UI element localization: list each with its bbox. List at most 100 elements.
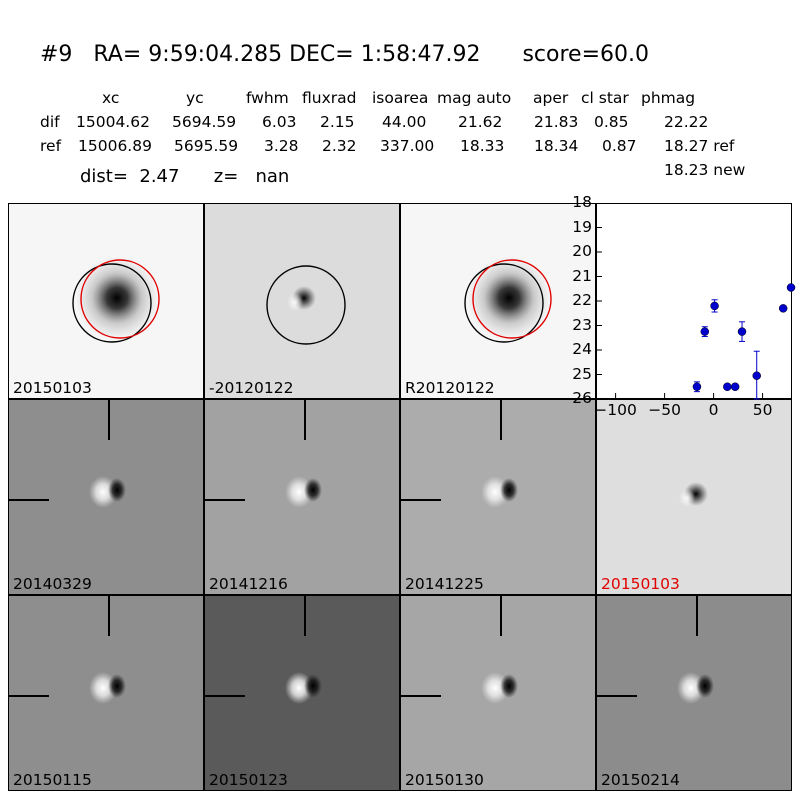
crosshair-horizontal: [9, 499, 49, 501]
star-source: [467, 256, 551, 340]
crosshair-horizontal: [401, 695, 441, 697]
stamp-panel: 20150115: [8, 595, 204, 791]
stamp-date-label: 20141225: [405, 575, 484, 593]
table-cell: 15004.62: [76, 113, 150, 131]
y-tick-label: 26: [572, 389, 592, 407]
stamp-panel: 20141225: [400, 399, 596, 595]
table-cell: 2.32: [322, 137, 357, 155]
stamp-date-label: 20150115: [13, 771, 92, 789]
light-curve-plot: [596, 203, 796, 400]
data-point: [778, 304, 788, 313]
crosshair-horizontal: [401, 499, 441, 501]
stamp-date-label: 20150123: [209, 771, 288, 789]
table-cell: 22.22: [664, 113, 709, 131]
column-header: fluxrad: [302, 89, 357, 107]
data-point: [723, 382, 732, 391]
crosshair-horizontal: [205, 695, 245, 697]
data-point: [737, 327, 747, 336]
stamp-panel: 20150123: [204, 595, 400, 791]
table-cell: 6.03: [262, 113, 297, 131]
dipole-negative: [304, 674, 322, 698]
y-tick-label: 18: [572, 193, 592, 211]
column-header: isoarea: [372, 89, 429, 107]
x-tick-label: −100: [594, 401, 637, 419]
table-cell: 3.28: [264, 137, 299, 155]
table-cell: 0.87: [602, 137, 637, 155]
data-point: [710, 301, 719, 311]
stamp-image: [481, 672, 518, 704]
table-cell: 18.34: [534, 137, 579, 155]
stamp-date-label: R20120122: [405, 379, 495, 397]
dipole-negative: [108, 674, 126, 698]
red-aperture-circle: [472, 259, 552, 339]
y-tick-label: 25: [572, 364, 592, 383]
candidate-title: #9 RA= 9:59:04.285 DEC= 1:58:47.92 score…: [40, 42, 649, 67]
data-point: [752, 371, 761, 380]
stamp-date-label: -20120122: [209, 379, 294, 397]
column-header: aper: [533, 89, 569, 107]
stamp-image: [679, 482, 708, 507]
x-tick-label: 0: [708, 401, 719, 419]
column-header: mag auto: [437, 89, 512, 107]
stamp-image: [464, 256, 552, 343]
crosshair-horizontal: [597, 695, 637, 697]
x-tick-label: 50: [752, 401, 773, 419]
y-tick-label: 23: [572, 315, 592, 334]
crosshair-vertical: [304, 400, 306, 440]
table-cell: 44.00: [382, 113, 427, 131]
stamp-panel: 20150214: [596, 595, 792, 791]
star-source: [75, 256, 159, 340]
column-header: phmag: [641, 89, 696, 107]
stamp-image: [285, 476, 322, 508]
dif-highlight: [679, 489, 695, 507]
table-cell: 18.27 ref: [664, 137, 735, 155]
data-point: [730, 382, 740, 391]
stamp-date-label: 20141216: [209, 575, 288, 593]
data-point: [700, 327, 710, 336]
dist-line: dist= 2.47 z= nan: [80, 166, 290, 187]
row-name: ref: [40, 137, 62, 155]
dif-highlight: [287, 293, 303, 311]
dipole-negative: [304, 478, 322, 502]
y-tick-label: 20: [572, 242, 592, 260]
x-tick-label: −50: [648, 401, 681, 419]
crosshair-vertical: [108, 400, 110, 440]
dipole-negative: [108, 478, 126, 502]
crosshair-vertical: [500, 596, 502, 636]
table-cell: 21.83: [534, 113, 579, 131]
stamp-panel: 20140329: [8, 399, 204, 595]
stamp-image: [285, 672, 322, 704]
stamp-image: [481, 476, 518, 508]
stamp-image: [89, 672, 126, 704]
table-cell: 18.33: [460, 137, 505, 155]
table-cell: 5695.59: [174, 137, 239, 155]
stamp-date-label: 20140329: [13, 575, 92, 593]
table-cell: 2.15: [320, 113, 355, 131]
crosshair-vertical: [500, 400, 502, 440]
crosshair-vertical: [696, 596, 698, 636]
y-tick-label: 21: [572, 266, 592, 285]
stamp-panel: R20120122: [400, 203, 596, 399]
table-cell: 0.85: [594, 113, 629, 131]
new-phmag: 18.23 new: [664, 161, 746, 179]
table-cell: 5694.59: [172, 113, 237, 131]
plot-frame: [596, 203, 792, 399]
stamp-image: [266, 265, 346, 345]
stamp-image: [72, 256, 160, 343]
red-aperture-circle: [80, 259, 160, 339]
stamp-date-label: 20150103: [601, 575, 680, 593]
crosshair-horizontal: [9, 695, 49, 697]
column-header: cl star: [581, 89, 629, 107]
column-header: xc: [102, 89, 120, 107]
black-aperture-circle: [72, 263, 152, 343]
dipole-negative: [500, 478, 518, 502]
crosshair-vertical: [108, 596, 110, 636]
black-aperture-circle: [464, 263, 544, 343]
stamp-panel: 20150103: [8, 203, 204, 399]
dipole-negative: [696, 674, 714, 698]
stamp-panel: 20150130: [400, 595, 596, 791]
data-point: [786, 283, 796, 292]
row-name: dif: [40, 113, 60, 131]
dipole-negative: [500, 674, 518, 698]
column-header: fwhm: [246, 89, 289, 107]
